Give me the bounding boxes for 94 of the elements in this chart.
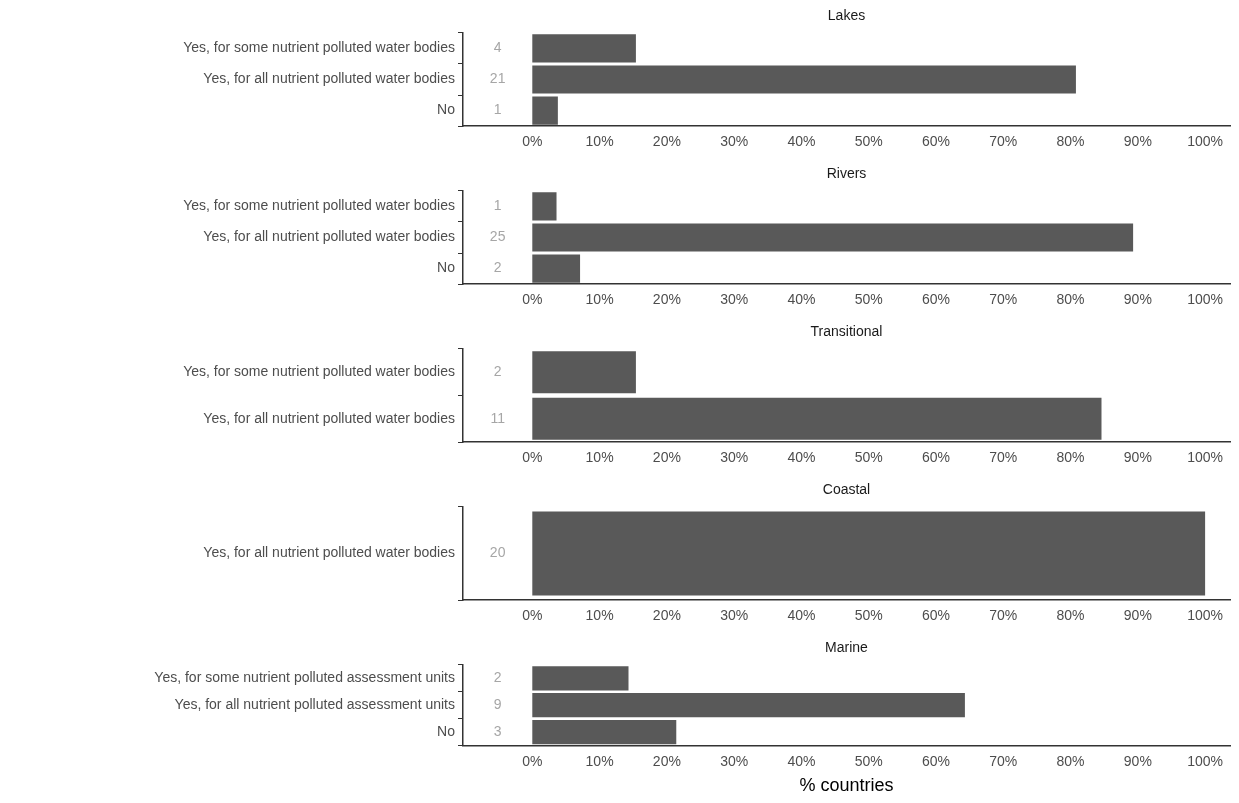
x-tick-label: 10% [585,449,614,466]
chart-title: Transitional [810,323,883,340]
bar [532,65,1076,94]
x-tick-label: 30% [720,291,749,308]
y-tick-label: Yes, for some nutrient polluted assessment units [154,669,455,686]
x-tick-label: 50% [854,291,883,308]
x-tick-label: 70% [989,133,1018,150]
x-tick-label: 20% [652,752,681,769]
x-tick-label: 60% [921,291,950,308]
x-tick-label: 30% [720,607,749,624]
annotation: 25 [489,228,506,245]
x-tick-label: 100% [1187,291,1224,308]
annotation: 1 [493,101,502,118]
chart-title: Rivers [826,165,867,182]
bar [532,720,677,745]
x-tick-label: 20% [652,449,681,466]
x-tick-label: 80% [1056,752,1085,769]
y-tick-label: Yes, for some nutrient polluted water bodies [183,39,455,56]
y-tick-label: No [437,259,456,276]
annotation: 2 [493,259,502,276]
x-tick-label: 50% [854,449,883,466]
x-tick-label: 100% [1187,607,1224,624]
x-tick-label: 90% [1123,291,1152,308]
x-tick-label: 60% [921,133,950,150]
x-tick-label: 50% [854,607,883,624]
x-tick-label: 10% [585,291,614,308]
annotation: 1 [493,197,502,214]
x-tick-label: 40% [787,449,816,466]
bar [532,223,1134,252]
x-tick-label: 70% [989,607,1018,624]
y-tick-label: Yes, for some nutrient polluted water bodies [183,197,455,214]
x-tick-label: 20% [652,133,681,150]
x-tick-label: 50% [854,133,883,150]
x-tick-label: 60% [921,607,950,624]
x-tick-label: 100% [1187,752,1224,769]
x-tick-label: 100% [1187,449,1224,466]
x-tick-label: 90% [1123,133,1152,150]
bar [532,666,629,691]
x-tick-label: 0% [522,133,543,150]
x-tick-label: 80% [1056,291,1085,308]
x-tick-label: 70% [989,752,1018,769]
x-tick-label: 70% [989,449,1018,466]
x-tick-label: 80% [1056,449,1085,466]
x-tick-label: 0% [522,607,543,624]
x-tick-label: 40% [787,133,816,150]
y-tick-label: No [437,101,456,118]
bar [532,96,558,125]
chart-title: Lakes [827,7,866,24]
x-axis-title: % countries [799,775,894,796]
x-tick-label: 80% [1056,133,1085,150]
y-tick-label: Yes, for all nutrient polluted water bodies [203,70,455,87]
annotation: 2 [493,669,502,686]
x-tick-label: 0% [522,752,543,769]
annotation: 4 [493,39,502,56]
y-tick-label: Yes, for some nutrient polluted water bodies [183,363,455,380]
x-tick-label: 80% [1056,607,1085,624]
x-tick-label: 0% [522,291,543,308]
x-tick-label: 0% [522,449,543,466]
y-tick-label: Yes, for all nutrient polluted water bodies [203,228,455,245]
bar [532,192,557,221]
x-tick-label: 20% [652,291,681,308]
annotation: 9 [493,696,502,713]
y-tick-label: Yes, for all nutrient polluted assessment units [174,696,455,713]
y-tick-label: Yes, for all nutrient polluted water bodies [203,409,455,426]
x-tick-label: 60% [921,449,950,466]
x-tick-label: 100% [1187,133,1224,150]
x-tick-label: 60% [921,752,950,769]
x-tick-label: 30% [720,449,749,466]
chart-title: Coastal [822,481,871,498]
x-tick-label: 40% [787,607,816,624]
bar [532,254,581,283]
y-tick-label: Yes, for all nutrient polluted water bodies [203,544,455,561]
chart-title: Marine [825,639,869,656]
x-tick-label: 10% [585,133,614,150]
x-tick-label: 10% [585,607,614,624]
x-tick-label: 40% [787,752,816,769]
x-tick-label: 30% [720,133,749,150]
x-tick-label: 90% [1123,449,1152,466]
x-tick-label: 90% [1123,607,1152,624]
annotation: 2 [493,363,502,380]
annotation: 21 [489,70,506,87]
bar [532,34,636,63]
x-tick-label: 50% [854,752,883,769]
x-tick-label: 90% [1123,752,1152,769]
x-tick-label: 70% [989,291,1018,308]
x-tick-label: 30% [720,752,749,769]
x-tick-label: 10% [585,752,614,769]
y-tick-label: No [437,722,456,739]
x-tick-label: 20% [652,607,681,624]
annotation: 3 [493,722,502,739]
x-tick-label: 40% [787,291,816,308]
annotation: 20 [489,544,506,561]
bar [532,693,965,718]
annotation: 11 [490,409,506,426]
